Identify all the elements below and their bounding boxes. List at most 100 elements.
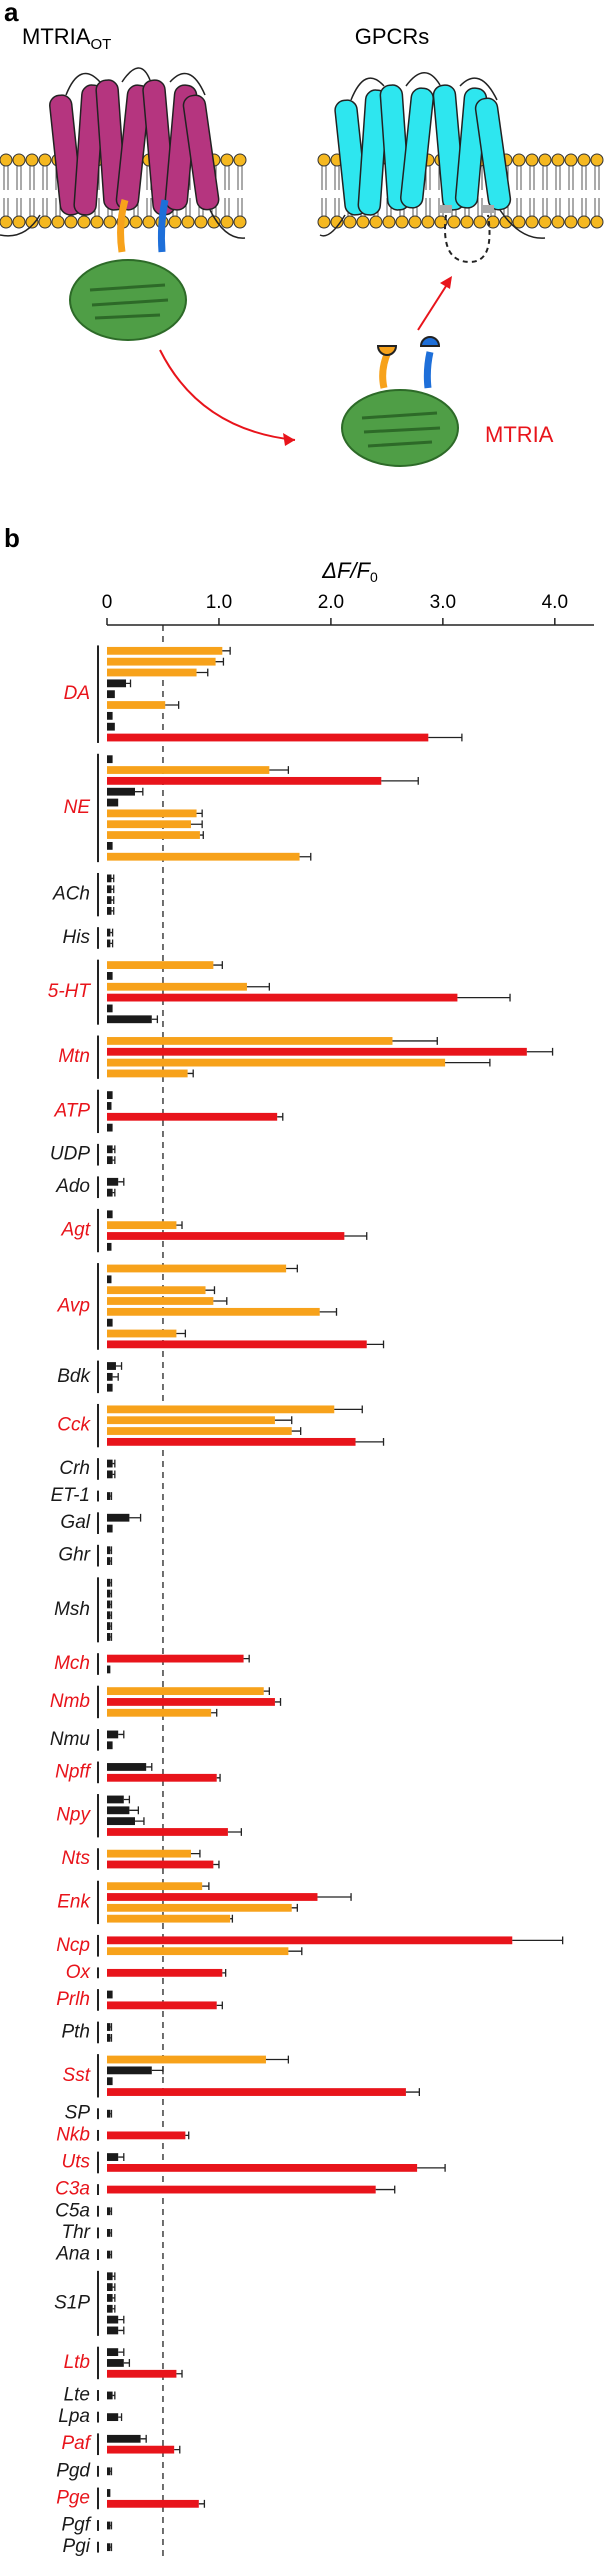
lipid-tail [321, 166, 327, 216]
error-bar [176, 1329, 187, 1338]
lipid-tail [555, 166, 561, 216]
error-bar [134, 787, 144, 796]
error-bar [202, 1882, 210, 1891]
error-bar [110, 2543, 113, 2552]
error-bar [111, 874, 115, 883]
lipid-head [382, 215, 396, 229]
bar [107, 1893, 318, 1901]
panel-letter: a [4, 0, 19, 27]
error-bar [112, 2283, 116, 2291]
loop [0, 214, 41, 237]
protein [341, 389, 459, 467]
bar [107, 1427, 292, 1435]
error-bar [118, 2326, 125, 2335]
group-label: C5a [55, 2200, 90, 2221]
error-bar [196, 668, 209, 677]
bar [107, 885, 112, 894]
group-label: ATP [53, 1100, 90, 1121]
lipid-head [168, 215, 182, 229]
error-bar [265, 2055, 290, 2064]
bar [107, 2413, 119, 2422]
group-label: Gal [60, 1512, 90, 1533]
error-bar [110, 1492, 113, 1500]
error-bar [112, 1145, 116, 1154]
error-bar [205, 1286, 216, 1295]
error-bar [110, 2033, 113, 2042]
group-label: Ado [55, 1176, 90, 1197]
bar [107, 1687, 264, 1696]
lipid-tail [594, 166, 600, 216]
bar [107, 2033, 111, 2042]
bar [107, 1145, 113, 1154]
lipid-head [103, 215, 117, 229]
lipid-head [0, 215, 13, 229]
error-bar [222, 1968, 227, 1977]
error-bar [222, 646, 231, 655]
error-bar [319, 1307, 338, 1316]
bar [107, 2153, 119, 2161]
group-label: S1P [54, 2292, 90, 2313]
error-bar [112, 1470, 116, 1479]
group-label: Bdk [57, 1366, 91, 1387]
bar [107, 1968, 223, 1977]
x-tick-label: 4.0 [542, 592, 568, 613]
bar [107, 2185, 376, 2194]
bar [107, 2391, 113, 2400]
bar [107, 787, 135, 796]
bar [107, 1557, 111, 1565]
error-bar [110, 1633, 113, 1641]
error-bar [118, 2315, 125, 2324]
error-bar [512, 1936, 564, 1945]
bar [107, 852, 300, 861]
bar [107, 2369, 177, 2378]
diagram: a MTRIAOT GPCRs [0, 0, 604, 467]
loop [65, 67, 206, 96]
bar [107, 668, 197, 677]
bar [107, 1622, 111, 1630]
bar [107, 755, 113, 764]
receptor-title: MTRIAOT [22, 24, 111, 53]
arrowhead [283, 433, 295, 446]
bar [107, 961, 214, 969]
bar [107, 1286, 206, 1295]
error-bar [112, 2304, 116, 2313]
error-bar [112, 2272, 116, 2281]
bar [107, 2163, 418, 2172]
error-bar [110, 939, 114, 948]
bar [107, 1741, 113, 1750]
error-bar [243, 1654, 250, 1663]
bar [107, 2359, 124, 2367]
lipid-head [51, 215, 65, 229]
bar [107, 1015, 152, 1024]
error-bar [392, 1037, 438, 1045]
lipid-head [343, 215, 357, 229]
error-bar [291, 1903, 298, 1912]
bar [107, 1589, 111, 1598]
error-bar [118, 2153, 125, 2161]
group-label: Uts [62, 2151, 91, 2172]
bar [107, 711, 113, 720]
error-bar [216, 1773, 221, 1782]
bar [107, 1990, 113, 1999]
lipid-tail [29, 166, 35, 216]
group-label: NE [64, 797, 91, 818]
error-bar [213, 1297, 228, 1305]
error-bar [187, 1069, 194, 1078]
bar [107, 1112, 278, 1121]
error-bar [185, 2131, 190, 2140]
error-bar [110, 2023, 113, 2031]
bar [107, 1372, 113, 1381]
error-bar [111, 896, 115, 904]
error-bar [196, 809, 203, 818]
error-bar [165, 701, 180, 709]
lipid-head [512, 153, 526, 167]
lipid-head [564, 215, 578, 229]
bar [107, 2315, 119, 2324]
bar [107, 1654, 244, 1663]
protein-strand [89, 283, 169, 320]
bar [107, 1611, 111, 1620]
bar [107, 841, 113, 850]
group-label: SP [65, 2103, 91, 2124]
error-bar [317, 1893, 352, 1901]
lipid-head [77, 215, 91, 229]
